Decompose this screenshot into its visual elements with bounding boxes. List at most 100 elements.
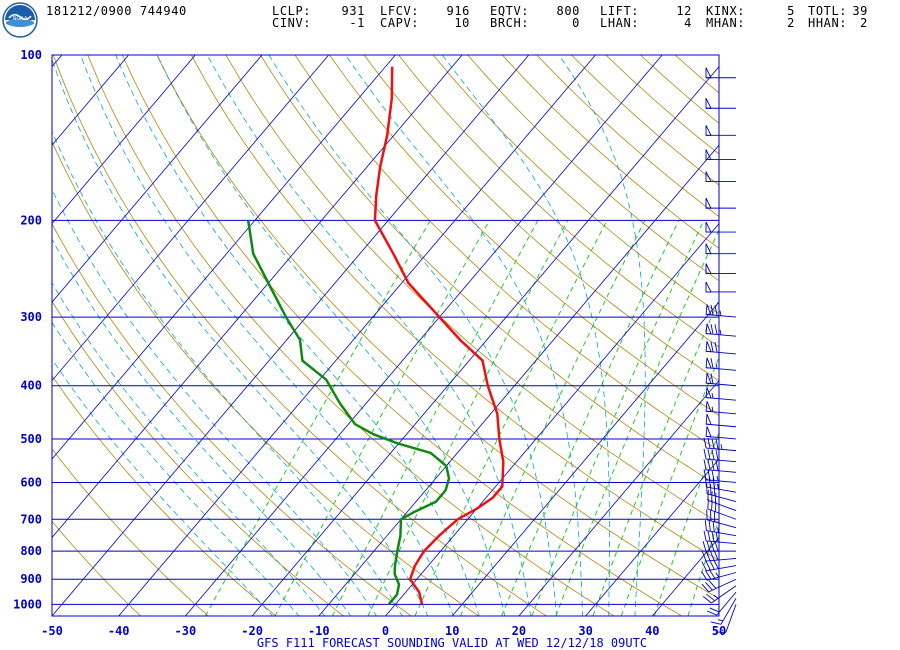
- dry-adiabat-line: [571, 55, 719, 186]
- wind-barb-feather: [714, 305, 718, 316]
- wind-barb-shaft: [716, 591, 737, 616]
- sounding-header: NOAA 181212/0900 744940 LCLP: 931 LFCV: 916…: [0, 0, 900, 44]
- wind-barb-shaft: [706, 469, 737, 473]
- plot-frame: [51, 54, 720, 617]
- pressure-axis-labels: 100 200 300 400 500 600 700 800 900 1000: [13, 48, 42, 611]
- wind-barb-pennant: [705, 357, 712, 369]
- wind-barb: [705, 263, 736, 275]
- index-label: CINV:: [272, 16, 312, 30]
- index-value: 800: [556, 4, 580, 18]
- sounding-profiles: [246, 66, 505, 606]
- wind-barb-pennant: [705, 426, 712, 438]
- wind-barb-feather: [711, 531, 715, 542]
- wind-barb-shaft: [706, 458, 737, 463]
- index-value: 5: [787, 4, 795, 18]
- wind-barb-half-feather: [715, 572, 719, 578]
- isotherms: [52, 55, 719, 616]
- wind-barb-feather: [707, 438, 711, 449]
- isotherm-line: [718, 615, 719, 616]
- temperature-tick-label: 50: [712, 624, 726, 638]
- wind-barb: [701, 578, 737, 593]
- mixing-ratio-line: [531, 220, 705, 616]
- moist-adiabat-line: [268, 55, 558, 616]
- isotherm-line: [585, 458, 719, 616]
- wind-barb-feather: [709, 550, 715, 561]
- wind-barb-feather: [705, 560, 711, 571]
- wind-barb-feather: [713, 550, 719, 561]
- wind-barb: [705, 373, 737, 387]
- wind-barb: [703, 469, 737, 483]
- isotherm-line: [251, 66, 719, 616]
- wind-barb-feather: [710, 358, 714, 369]
- wind-barb-feather: [705, 582, 713, 591]
- wind-barb-pennant: [705, 373, 712, 385]
- wind-barb-feather: [715, 460, 719, 471]
- pressure-tick-label: 900: [20, 572, 42, 586]
- wind-barb-feather: [710, 540, 715, 552]
- wind-barb: [702, 585, 737, 604]
- wind-barb-half-feather: [711, 393, 714, 399]
- wind-barb-pennant: [705, 387, 712, 399]
- index-label: TOTL:: [808, 4, 848, 18]
- wind-barb-pennant: [705, 171, 712, 183]
- wind-barb-shaft: [706, 486, 737, 493]
- temperature-tick-label: -40: [108, 624, 130, 638]
- mixing-ratio-line: [687, 518, 719, 616]
- wind-barb-feather: [706, 593, 715, 602]
- wind-barb-feather: [711, 491, 713, 502]
- temperature-tick-label: -20: [241, 624, 263, 638]
- wind-barb-feather: [705, 550, 711, 561]
- wind-barb-pennant: [705, 323, 712, 335]
- dry-adiabat-line: [605, 55, 719, 155]
- dry-adiabat-line: [52, 375, 277, 616]
- wind-barb-feather: [701, 571, 708, 581]
- wind-barb: [705, 125, 736, 136]
- wind-barb-feather: [704, 520, 707, 531]
- wind-barb: [705, 221, 736, 233]
- dry-adiabat-line: [329, 55, 719, 416]
- wind-barb-pennant: [705, 401, 712, 413]
- mixing-ratio-line: [460, 220, 646, 616]
- isotherm-line: [651, 536, 719, 616]
- index-label: HHAN:: [808, 16, 848, 30]
- wind-barb-shaft: [706, 447, 737, 452]
- moist-adiabat-line: [52, 282, 326, 616]
- wind-barb-shaft: [720, 598, 737, 625]
- index-value: 10: [454, 16, 470, 30]
- moist-adiabat-line: [558, 55, 646, 616]
- mixing-ratio-line: [653, 431, 719, 616]
- dry-adiabat-line: [87, 55, 615, 616]
- moist-adiabat-line: [52, 188, 377, 616]
- wind-barb: [706, 509, 737, 529]
- wind-barb-feather: [714, 540, 719, 552]
- wind-barb-feather: [714, 341, 718, 353]
- wind-barb-half-feather: [719, 329, 722, 335]
- wind-barb-pennant: [705, 197, 712, 209]
- dry-adiabat-line: [502, 55, 719, 249]
- wind-barb-shaft: [706, 565, 737, 572]
- noaa-logo-icon: NOAA: [2, 2, 38, 38]
- wind-barb-pennant: [705, 221, 712, 233]
- wind-barb-feather: [701, 551, 707, 562]
- isotherm-line: [52, 55, 329, 382]
- moist-adiabat-line: [156, 55, 506, 616]
- station-id: 181212/0900 744940: [46, 4, 187, 18]
- wind-barb-shaft: [711, 585, 737, 604]
- wind-barb-feather: [712, 521, 715, 532]
- wind-barb: [706, 483, 737, 503]
- wind-barb-feather: [715, 449, 719, 461]
- wind-barb-feather: [710, 373, 714, 384]
- isotherm-line: [318, 144, 719, 616]
- dry-adiabat-line: [52, 520, 141, 616]
- dry-adiabat-line: [398, 55, 719, 348]
- moist-adiabat-line: [52, 358, 274, 616]
- wind-barb-feather: [702, 596, 712, 604]
- moist-adiabat-line: [52, 58, 429, 616]
- wind-barb-pennant: [705, 67, 712, 79]
- dry-adiabat-line: [52, 448, 209, 616]
- index-value: 916: [446, 4, 470, 18]
- wind-barb-shaft: [725, 604, 737, 633]
- wind-barb-half-feather: [719, 310, 722, 316]
- wind-barb-shaft: [706, 493, 737, 503]
- wind-barb-shaft: [706, 530, 737, 537]
